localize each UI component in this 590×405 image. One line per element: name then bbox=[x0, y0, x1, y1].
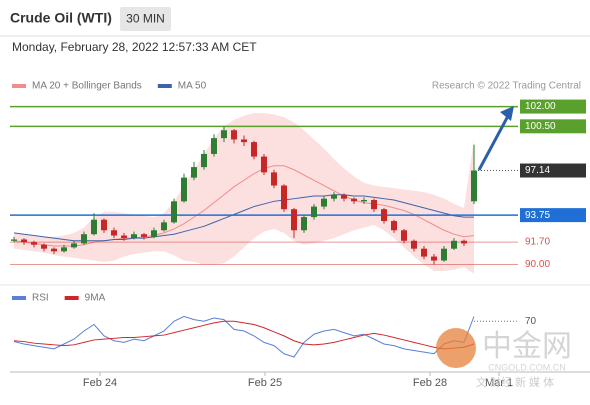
watermark-domain: CNGOLD.COM.CN bbox=[488, 362, 566, 372]
candle-body bbox=[141, 234, 147, 237]
x-tick-label: Feb 25 bbox=[248, 377, 282, 389]
candle-body bbox=[81, 234, 87, 244]
candle-body bbox=[321, 198, 327, 207]
credit: Research © 2022 Trading Central bbox=[432, 81, 581, 92]
candle-body bbox=[451, 240, 457, 249]
watermark-logo bbox=[436, 328, 476, 368]
candle-body bbox=[371, 200, 377, 210]
candle-body bbox=[391, 221, 397, 231]
candle-body bbox=[231, 130, 237, 140]
candle-body bbox=[221, 130, 227, 139]
candle-body bbox=[101, 219, 107, 231]
candle-body bbox=[241, 139, 247, 143]
candle-body bbox=[31, 242, 37, 245]
forecast-arrow bbox=[477, 115, 510, 171]
candle-body bbox=[301, 217, 307, 231]
legend-swatch bbox=[64, 296, 79, 300]
candle-body bbox=[161, 222, 167, 231]
candle-body bbox=[361, 200, 367, 202]
candle-body bbox=[171, 201, 177, 223]
ma50-line bbox=[13, 194, 474, 242]
candle-body bbox=[131, 234, 137, 239]
rsi-tick-label: 70 bbox=[525, 316, 537, 327]
candle-body bbox=[381, 209, 387, 222]
ma20-line bbox=[13, 165, 475, 247]
legend-swatch bbox=[157, 84, 172, 88]
candle-body bbox=[11, 239, 17, 241]
bollinger-band bbox=[14, 113, 474, 274]
watermark: 中金网 CNGOLD.COM.CN 文 财经 新 媒 体 bbox=[436, 328, 572, 389]
candle-body bbox=[111, 230, 117, 236]
watermark-name: 中金网 bbox=[482, 330, 572, 363]
legend-label: MA 50 bbox=[178, 81, 207, 92]
level-label-box bbox=[520, 208, 586, 223]
candle-body bbox=[21, 239, 27, 243]
level-label-box bbox=[520, 163, 586, 178]
interval-label[interactable]: 30 MIN bbox=[126, 12, 165, 26]
candle-body bbox=[311, 206, 317, 218]
candle-body bbox=[401, 230, 407, 241]
level-label: 90.00 bbox=[525, 259, 550, 270]
level-label: 100.50 bbox=[525, 121, 556, 132]
candle-body bbox=[251, 142, 257, 157]
legend-label: MA 20 + Bollinger Bands bbox=[32, 81, 142, 92]
level-label: 97.14 bbox=[525, 165, 550, 176]
candle-body bbox=[211, 138, 217, 154]
forecast-arrowhead bbox=[500, 106, 514, 121]
candle-body bbox=[61, 247, 67, 252]
x-tick-label: Feb 24 bbox=[83, 377, 117, 389]
instrument-title: Crude Oil (WTI) bbox=[10, 10, 112, 26]
candle-body bbox=[71, 243, 77, 248]
candle-body bbox=[91, 219, 97, 235]
candle-body bbox=[291, 209, 297, 231]
candle-body bbox=[281, 185, 287, 210]
candle-body bbox=[261, 156, 267, 173]
candle-body bbox=[271, 172, 277, 186]
candle-body bbox=[421, 248, 427, 257]
legend-swatch bbox=[12, 296, 26, 300]
candle-body bbox=[121, 235, 127, 239]
candle-body bbox=[191, 167, 197, 178]
level-label-box bbox=[520, 119, 586, 134]
header-bar bbox=[0, 0, 590, 36]
candle-body bbox=[461, 240, 467, 244]
candle-body bbox=[431, 256, 437, 261]
legend-label: RSI bbox=[32, 293, 49, 304]
candle-body bbox=[41, 244, 47, 249]
candle-body bbox=[51, 248, 57, 252]
candle-body bbox=[441, 248, 447, 261]
candle-body bbox=[351, 198, 357, 202]
level-label: 102.00 bbox=[525, 101, 556, 112]
legend-swatch bbox=[12, 84, 26, 88]
level-label: 93.75 bbox=[525, 210, 550, 221]
candle-body bbox=[471, 170, 477, 202]
candle-body bbox=[151, 230, 157, 237]
timestamp: Monday, February 28, 2022 12:57:33 AM CE… bbox=[12, 40, 257, 54]
interval-badge[interactable] bbox=[120, 7, 171, 31]
candle-body bbox=[201, 153, 207, 168]
candle-body bbox=[341, 194, 347, 199]
legend-label: 9MA bbox=[85, 293, 106, 304]
candle-body bbox=[181, 177, 187, 202]
x-tick-label: Mar 1 bbox=[485, 377, 513, 389]
level-label: 91.70 bbox=[525, 237, 550, 248]
candle-body bbox=[331, 194, 337, 199]
rsi-line bbox=[13, 320, 475, 350]
candle-body bbox=[411, 240, 417, 249]
plot-area: MA 20 + Bollinger Bands MA 50 102.00 100.50… bbox=[10, 81, 586, 389]
rsi-line bbox=[13, 315, 475, 358]
x-tick-label: Feb 28 bbox=[413, 377, 447, 389]
watermark-slogan: 文 财经 新 媒 体 bbox=[476, 375, 554, 389]
level-label-box bbox=[520, 99, 586, 114]
